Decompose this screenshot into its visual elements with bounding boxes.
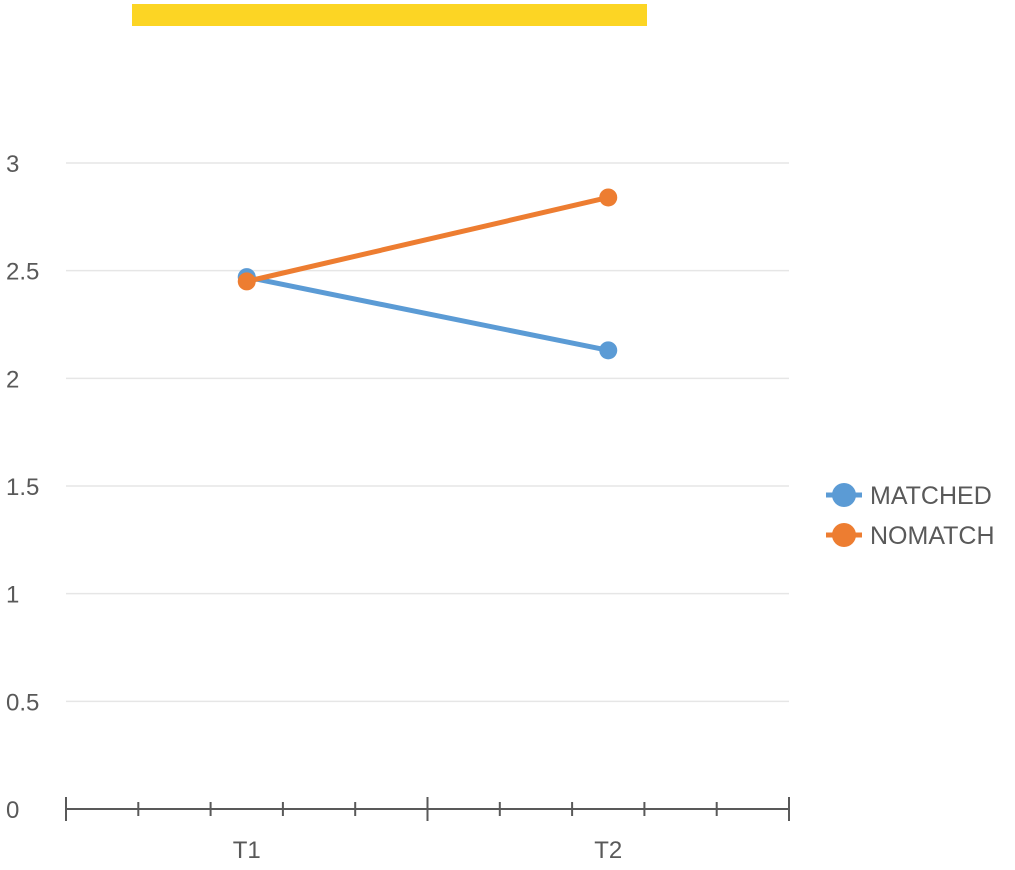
highlight-bar: [132, 4, 647, 26]
series-nomatch: [237, 188, 618, 291]
y-tick-label: 2: [6, 366, 19, 393]
series-matched: [237, 268, 618, 360]
x-axis: [65, 797, 790, 821]
y-tick-label: 0: [6, 797, 19, 824]
data-point: [599, 341, 618, 360]
legend-label: MATCHED: [870, 482, 992, 510]
gridlines: [66, 162, 789, 703]
series: [237, 188, 618, 360]
y-tick-label: 2.5: [6, 259, 39, 286]
x-tick-label: T1: [233, 837, 261, 864]
legend-label: NOMATCH: [870, 522, 995, 550]
data-point: [237, 272, 256, 291]
legend: MATCHED NOMATCH: [826, 482, 995, 550]
data-point: [599, 188, 618, 207]
y-tick-label: 1.5: [6, 474, 39, 501]
series-line: [244, 274, 611, 353]
y-tick-label: 0.5: [6, 689, 39, 716]
x-axis-tick-labels: T1 T2: [233, 837, 623, 864]
x-tick-label: T2: [594, 837, 622, 864]
series-line: [244, 194, 611, 284]
legend-item: MATCHED: [826, 482, 992, 510]
legend-swatch-marker: [832, 523, 856, 547]
legend-swatch-marker: [832, 483, 856, 507]
legend-item: NOMATCH: [826, 522, 995, 550]
y-tick-label: 1: [6, 582, 19, 609]
y-tick-label: 3: [6, 151, 19, 178]
y-axis-tick-labels: 0 0.5 1 1.5 2 2.5 3: [6, 151, 39, 824]
